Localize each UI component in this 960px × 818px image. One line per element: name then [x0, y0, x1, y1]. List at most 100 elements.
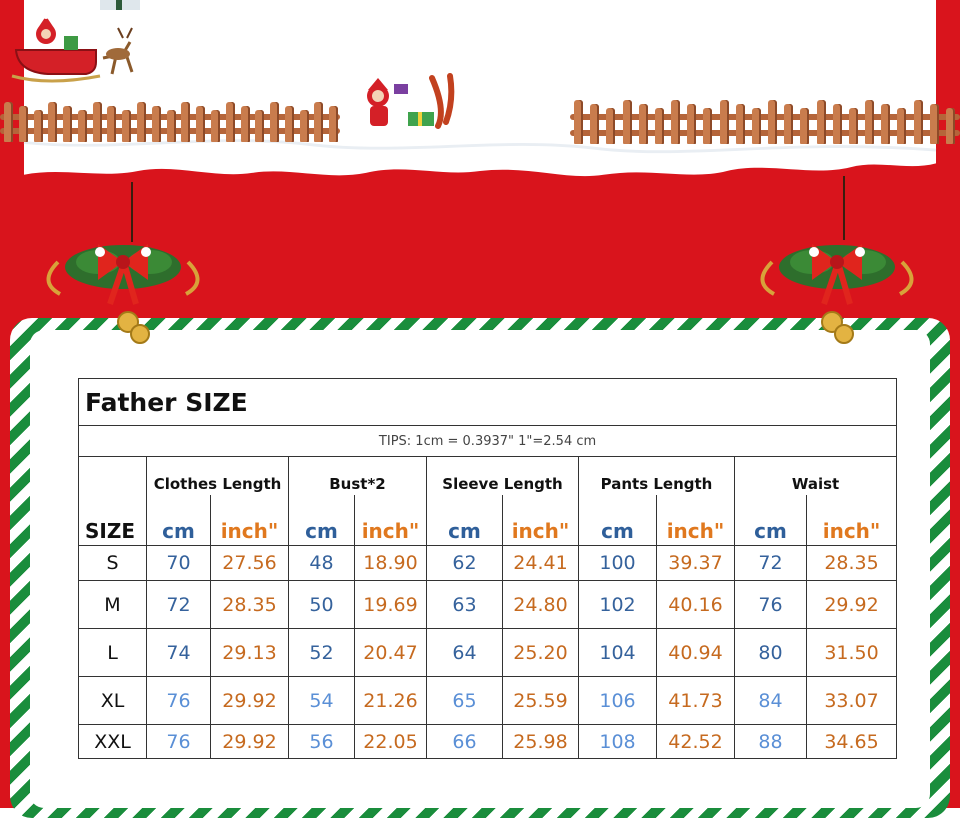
- fence-post: [166, 110, 176, 142]
- inch-cell: 25.98: [502, 724, 579, 759]
- size-cell: S: [78, 545, 147, 581]
- cm-cell: 84: [734, 676, 807, 725]
- fence-post: [784, 104, 794, 144]
- group-header: Waist: [733, 456, 898, 495]
- table-row: XXL 76 29.92 56 22.05 66 25.98 108 42.52…: [78, 724, 898, 759]
- size-header-spacer: [78, 456, 147, 495]
- size-cell: L: [78, 628, 147, 677]
- hanging-string: [843, 176, 845, 240]
- inch-cell: 34.65: [805, 724, 898, 759]
- size-cell: XL: [78, 676, 147, 725]
- fence-post: [865, 100, 874, 144]
- fence-post: [196, 106, 206, 142]
- fence-post: [137, 102, 147, 142]
- fence-post: [768, 100, 777, 144]
- cm-cell: 62: [426, 545, 503, 581]
- right-fence: [570, 100, 960, 146]
- santa-slingshot-icon: [367, 73, 455, 129]
- fence-post: [606, 108, 616, 144]
- inch-cell: 29.92: [210, 724, 289, 759]
- fence-post: [240, 106, 250, 142]
- inch-cell: 40.94: [656, 628, 735, 677]
- unit-cm: cm: [734, 495, 807, 546]
- fence-post: [929, 104, 939, 144]
- inch-cell: 29.13: [210, 628, 289, 677]
- cm-cell: 56: [288, 724, 355, 759]
- inch-cell: 18.90: [354, 545, 427, 581]
- fence-post: [284, 106, 294, 142]
- fence-post: [913, 100, 923, 144]
- inch-cell: 40.16: [656, 580, 735, 629]
- left-fence: [0, 102, 342, 144]
- fence-post: [590, 104, 600, 144]
- cm-cell: 54: [288, 676, 355, 725]
- fence-post: [210, 110, 220, 142]
- cm-cell: 80: [734, 628, 807, 677]
- unit-inch: inch": [805, 495, 898, 546]
- inch-cell: 28.35: [210, 580, 289, 629]
- fence-post: [832, 104, 842, 144]
- fence-post: [107, 106, 117, 142]
- fence-post: [800, 108, 810, 144]
- inch-cell: 19.69: [354, 580, 427, 629]
- unit-cm: cm: [146, 495, 211, 546]
- hanging-string: [131, 182, 133, 242]
- fence-post: [735, 104, 745, 144]
- fence-post: [255, 110, 265, 142]
- cm-cell: 76: [146, 724, 211, 759]
- fence-post: [751, 108, 761, 144]
- santa-sleigh-icon: [11, 13, 134, 83]
- unit-cm: cm: [578, 495, 657, 546]
- inch-cell: 29.92: [210, 676, 289, 725]
- fence-post: [151, 106, 161, 142]
- fence-post: [63, 106, 73, 142]
- inch-cell: 39.37: [656, 545, 735, 581]
- fence-post: [574, 100, 583, 144]
- table-row: S 70 27.56 48 18.90 62 24.41 100 39.37 7…: [78, 545, 898, 581]
- cm-cell: 74: [146, 628, 211, 677]
- inch-cell: 25.59: [502, 676, 579, 725]
- unit-cm: cm: [288, 495, 355, 546]
- inch-cell: 27.56: [210, 545, 289, 581]
- snow-banner: [23, 0, 937, 177]
- group-header: Bust*2: [288, 456, 427, 495]
- cm-cell: 100: [578, 545, 657, 581]
- unit-inch: inch": [502, 495, 579, 546]
- inch-cell: 41.73: [656, 676, 735, 725]
- size-header: SIZE: [78, 495, 147, 546]
- fence-post: [703, 108, 713, 144]
- cm-cell: 76: [734, 580, 807, 629]
- cm-cell: 106: [578, 676, 657, 725]
- fence-post: [638, 104, 648, 144]
- unit-inch: inch": [354, 495, 427, 546]
- snow-tree-icon: [100, 0, 140, 10]
- fence-post: [671, 100, 680, 144]
- fence-post: [77, 110, 87, 142]
- cm-cell: 52: [288, 628, 355, 677]
- cm-cell: 72: [734, 545, 807, 581]
- inch-cell: 24.41: [502, 545, 579, 581]
- table-row: M 72 28.35 50 19.69 63 24.80 102 40.16 7…: [78, 580, 898, 629]
- fence-post: [329, 106, 339, 142]
- size-cell: XXL: [78, 724, 147, 759]
- group-header: Sleeve Length: [426, 456, 579, 495]
- fence-post: [881, 104, 891, 144]
- cm-cell: 102: [578, 580, 657, 629]
- fence-post: [270, 102, 280, 142]
- fence-post: [4, 102, 13, 142]
- inch-cell: 33.07: [805, 676, 898, 725]
- cm-cell: 76: [146, 676, 211, 725]
- cm-cell: 72: [146, 580, 211, 629]
- inch-cell: 21.26: [354, 676, 427, 725]
- fence-post: [945, 108, 955, 144]
- fence-post: [622, 100, 632, 144]
- fence-post: [18, 106, 28, 142]
- group-header: Pants Length: [578, 456, 735, 495]
- cm-cell: 63: [426, 580, 503, 629]
- inch-cell: 24.80: [502, 580, 579, 629]
- cm-cell: 70: [146, 545, 211, 581]
- fence-post: [225, 102, 235, 142]
- fence-post: [897, 108, 907, 144]
- fence-post: [122, 110, 132, 142]
- unit-cm: cm: [426, 495, 503, 546]
